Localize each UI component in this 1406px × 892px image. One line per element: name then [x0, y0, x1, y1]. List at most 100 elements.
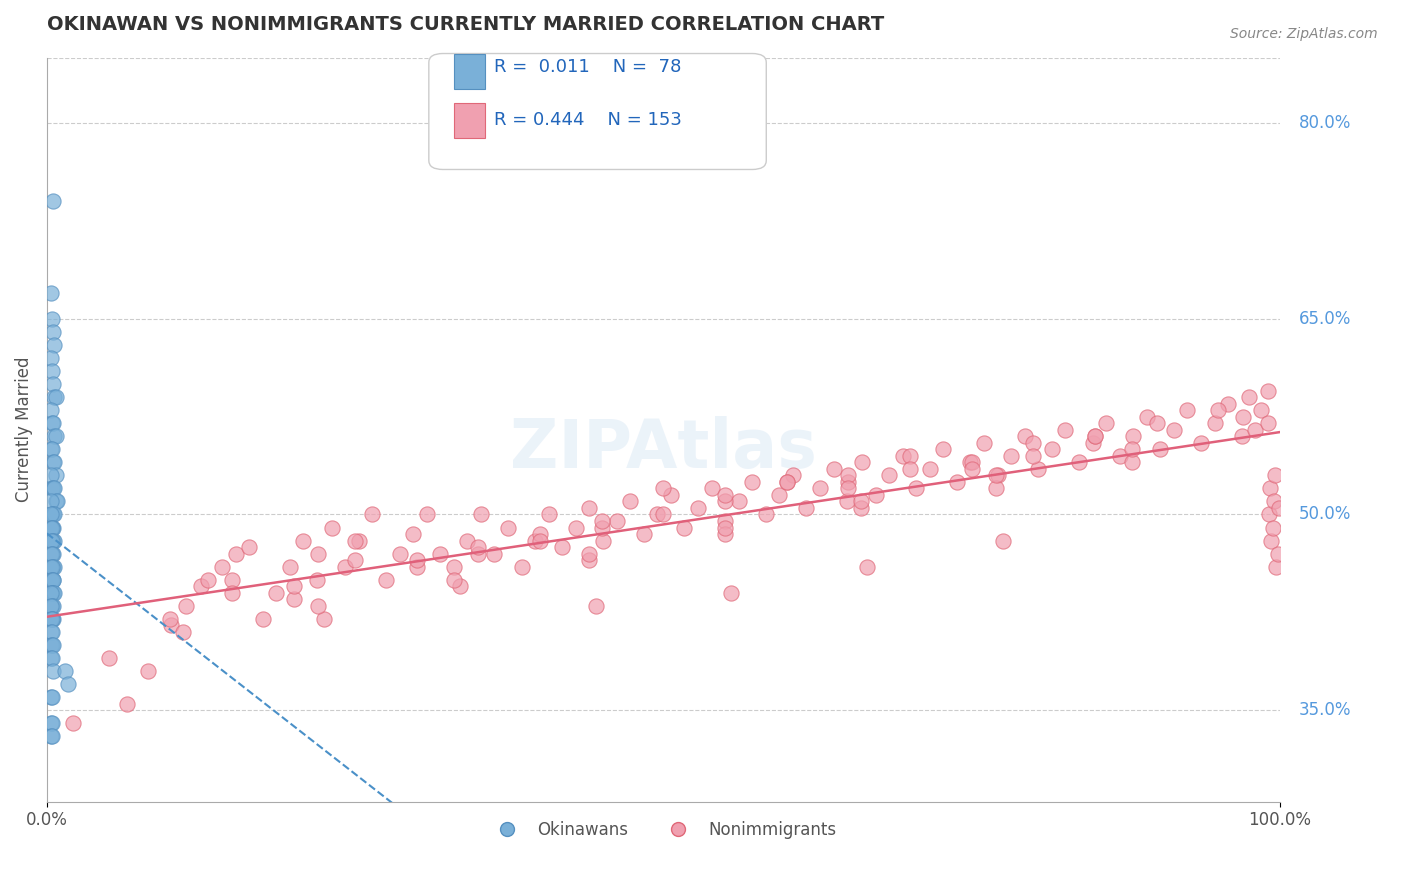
Point: [41, 520, 63, 534]
Point: [41, 520, 63, 534]
Point: [42, 520, 65, 534]
Point: [45, 494, 67, 508]
Point: [776, 475, 799, 489]
Point: [529, 527, 551, 541]
Point: [851, 455, 873, 469]
Point: [42, 508, 65, 522]
Point: [946, 475, 969, 489]
Point: [1263, 494, 1285, 508]
Point: [44, 559, 66, 574]
Point: [44, 468, 66, 483]
Point: [849, 494, 872, 508]
Point: [42, 376, 65, 391]
Point: [42, 559, 65, 574]
Point: [278, 559, 301, 574]
Point: [565, 520, 588, 534]
Point: [1264, 468, 1286, 483]
Point: [1189, 435, 1212, 450]
Point: [1000, 449, 1022, 463]
Point: [659, 488, 682, 502]
Point: [1257, 508, 1279, 522]
Point: [39, 442, 62, 457]
Point: [41, 547, 63, 561]
Point: [443, 573, 465, 587]
Point: [443, 559, 465, 574]
Point: [321, 520, 343, 534]
Point: [470, 508, 492, 522]
Point: [39, 599, 62, 613]
Point: [375, 573, 398, 587]
Point: [41, 586, 63, 600]
Point: [39, 573, 62, 587]
Point: [238, 540, 260, 554]
Point: [510, 559, 533, 574]
Point: [537, 508, 560, 522]
Point: [578, 547, 600, 561]
Point: [307, 547, 329, 561]
Point: [344, 553, 367, 567]
Point: [585, 599, 607, 613]
Point: [524, 533, 547, 548]
Point: [986, 482, 1008, 496]
Point: [347, 533, 370, 548]
Point: [39, 624, 62, 639]
Point: [606, 514, 628, 528]
Point: [619, 494, 641, 508]
Point: [39, 547, 62, 561]
Text: 80.0%: 80.0%: [1299, 114, 1351, 132]
Point: [891, 449, 914, 463]
Text: 50.0%: 50.0%: [1299, 506, 1351, 524]
Point: [796, 500, 818, 515]
Point: [720, 586, 742, 600]
Point: [283, 592, 305, 607]
Point: [1218, 396, 1240, 410]
Point: [42, 638, 65, 652]
Point: [1022, 435, 1045, 450]
Point: [42, 455, 65, 469]
Point: [905, 482, 928, 496]
Point: [221, 586, 243, 600]
Point: [41, 729, 63, 743]
Point: [405, 559, 427, 574]
Point: [856, 559, 879, 574]
Point: [429, 547, 451, 561]
Point: [136, 664, 159, 678]
Point: [959, 455, 981, 469]
Point: [1084, 429, 1107, 443]
Point: [633, 527, 655, 541]
Point: [714, 527, 737, 541]
Point: [252, 612, 274, 626]
Point: [42, 325, 65, 339]
Point: [292, 533, 315, 548]
Point: [877, 468, 900, 483]
Point: [808, 482, 831, 496]
Point: [1258, 482, 1281, 496]
Point: [41, 573, 63, 587]
Point: [1081, 435, 1104, 450]
Point: [1267, 500, 1289, 515]
Text: 65.0%: 65.0%: [1299, 310, 1351, 327]
Text: 35.0%: 35.0%: [1299, 701, 1351, 719]
Point: [578, 500, 600, 515]
Point: [39, 651, 62, 665]
Point: [41, 624, 63, 639]
Point: [41, 482, 63, 496]
Point: [449, 579, 471, 593]
Point: [960, 462, 983, 476]
Point: [39, 586, 62, 600]
Point: [190, 579, 212, 593]
Point: [42, 612, 65, 626]
Point: [172, 624, 194, 639]
Point: [415, 508, 437, 522]
Point: [39, 586, 62, 600]
Point: [42, 664, 65, 678]
Point: [42, 573, 65, 587]
Point: [405, 553, 427, 567]
Point: [361, 508, 384, 522]
Point: [1208, 403, 1230, 417]
Point: [335, 559, 357, 574]
Point: [41, 508, 63, 522]
Point: [918, 462, 941, 476]
Point: [1177, 403, 1199, 417]
Point: [1257, 384, 1279, 398]
